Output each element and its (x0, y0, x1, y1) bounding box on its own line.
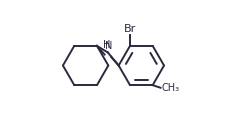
Text: H: H (103, 40, 110, 50)
Text: CH₃: CH₃ (161, 83, 179, 93)
Text: N: N (105, 41, 113, 51)
Text: Br: Br (124, 24, 136, 34)
